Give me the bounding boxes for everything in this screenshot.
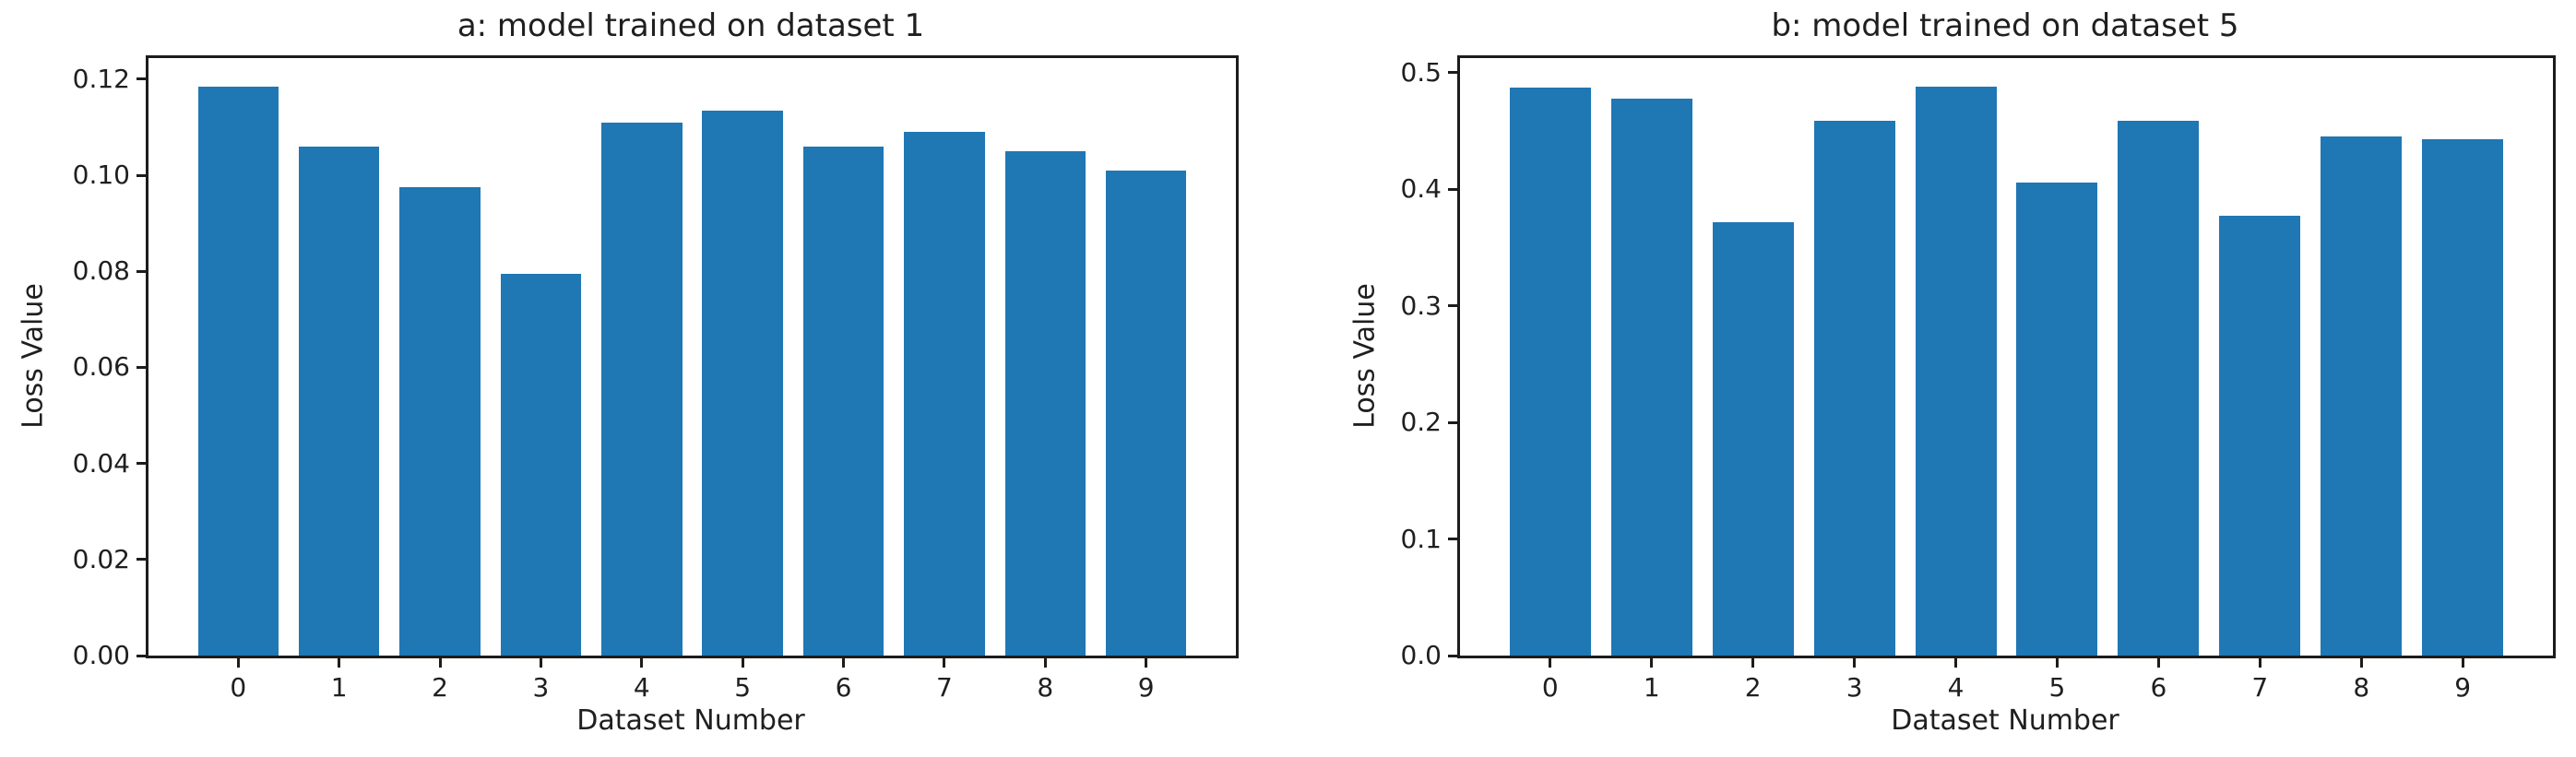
x-tick-label: 1 xyxy=(330,672,348,703)
x-tick-label: 0 xyxy=(1541,672,1559,703)
x-tick-mark xyxy=(2359,658,2363,668)
y-tick-label: 0.12 xyxy=(72,63,130,94)
bar-9 xyxy=(2422,138,2504,656)
x-tick-mark xyxy=(943,658,946,668)
y-tick-label: 0.5 xyxy=(1400,56,1442,88)
x-tick-label: 2 xyxy=(1744,672,1762,703)
chart-a-x-axis-label: Dataset Number xyxy=(576,704,805,737)
chart-a-y-axis-label: Loss Value xyxy=(17,283,50,429)
x-tick-mark xyxy=(842,658,846,668)
x-tick-mark xyxy=(2461,658,2464,668)
bar-6 xyxy=(2118,120,2200,656)
y-tick-label: 0.02 xyxy=(72,543,130,574)
bar-4 xyxy=(601,122,683,656)
y-tick-mark xyxy=(137,77,146,81)
bar-2 xyxy=(1712,221,1794,656)
y-tick-label: 0.06 xyxy=(72,351,130,383)
x-tick-label: 0 xyxy=(230,672,247,703)
y-tick-label: 0.08 xyxy=(72,255,130,287)
x-tick-mark xyxy=(1853,658,1857,668)
bar-5 xyxy=(702,110,783,656)
chart-b-x-axis-label: Dataset Number xyxy=(1891,704,2119,737)
x-tick-label: 6 xyxy=(2150,672,2167,703)
x-tick-mark xyxy=(1145,658,1148,668)
y-tick-mark xyxy=(1448,187,1457,191)
y-tick-mark xyxy=(1448,538,1457,541)
bar-1 xyxy=(1610,98,1692,656)
x-tick-mark xyxy=(438,658,442,668)
x-tick-mark xyxy=(236,658,240,668)
bar-3 xyxy=(1813,120,1895,656)
bar-9 xyxy=(1105,170,1187,656)
bar-7 xyxy=(904,132,985,656)
bar-7 xyxy=(2219,216,2301,656)
chart-b-title: b: model trained on dataset 5 xyxy=(1771,7,2239,44)
bar-2 xyxy=(399,187,481,656)
x-tick-mark xyxy=(2055,658,2059,668)
x-tick-mark xyxy=(1650,658,1654,668)
y-tick-mark xyxy=(137,173,146,177)
x-tick-mark xyxy=(2156,658,2160,668)
y-tick-label: 0.3 xyxy=(1400,290,1442,321)
chart-a-plot-area: 0 1 2 3 4 5 6 7 8 9 0.00 0.02 0.04 0.06 0.08 0.10 0.12 xyxy=(73,55,1239,703)
x-tick-mark xyxy=(741,658,744,668)
y-tick-mark xyxy=(1448,420,1457,424)
x-tick-label: 6 xyxy=(835,672,852,703)
y-tick-mark xyxy=(1448,304,1457,308)
y-tick-label: 0.1 xyxy=(1400,523,1442,554)
x-tick-label: 4 xyxy=(633,672,650,703)
y-tick-label: 0.2 xyxy=(1400,407,1442,438)
x-tick-mark xyxy=(1954,658,1958,668)
chart-a-title: a: model trained on dataset 1 xyxy=(457,7,925,44)
x-tick-mark xyxy=(338,658,341,668)
x-tick-mark xyxy=(539,658,542,668)
bar-0 xyxy=(1509,88,1591,656)
y-tick-label: 0.00 xyxy=(72,640,130,670)
x-tick-label: 9 xyxy=(1137,672,1155,703)
x-tick-label: 7 xyxy=(2251,672,2269,703)
y-tick-mark xyxy=(137,654,146,657)
x-tick-label: 2 xyxy=(432,672,448,703)
x-tick-label: 3 xyxy=(532,672,550,703)
x-tick-label: 1 xyxy=(1643,672,1660,703)
chart-b-y-axis-label: Loss Value xyxy=(1348,283,1382,429)
x-tick-mark xyxy=(1043,658,1047,668)
y-tick-label: 0.0 xyxy=(1400,640,1442,670)
y-tick-mark xyxy=(137,462,146,466)
x-tick-label: 3 xyxy=(1846,672,1863,703)
x-tick-label: 5 xyxy=(734,672,752,703)
y-tick-mark xyxy=(137,269,146,273)
x-tick-mark xyxy=(2258,658,2261,668)
x-tick-mark xyxy=(1751,658,1755,668)
y-tick-mark xyxy=(137,365,146,369)
bar-6 xyxy=(802,146,884,656)
y-tick-mark xyxy=(1448,654,1457,657)
y-tick-mark xyxy=(137,558,146,562)
x-tick-label: 7 xyxy=(936,672,953,703)
bar-4 xyxy=(1915,86,1997,656)
bar-8 xyxy=(2321,136,2403,656)
x-tick-label: 8 xyxy=(1037,672,1054,703)
bar-5 xyxy=(2016,182,2098,656)
y-tick-mark xyxy=(1448,71,1457,75)
x-tick-label: 8 xyxy=(2353,672,2370,703)
x-tick-label: 5 xyxy=(2048,672,2066,703)
bar-8 xyxy=(1004,151,1086,656)
bar-1 xyxy=(298,146,380,656)
y-tick-label: 0.4 xyxy=(1400,173,1442,205)
y-tick-label: 0.04 xyxy=(72,447,130,479)
x-tick-mark xyxy=(1549,658,1552,668)
bar-3 xyxy=(500,273,582,656)
x-tick-mark xyxy=(640,658,644,668)
y-tick-label: 0.10 xyxy=(72,160,130,191)
x-tick-label: 9 xyxy=(2454,672,2472,703)
bar-0 xyxy=(197,86,279,656)
x-tick-label: 4 xyxy=(1947,672,1965,703)
chart-b-plot-area: 0 1 2 3 4 5 6 7 8 9 0.0 0.1 0.2 0.3 0.4 0.5 xyxy=(1400,55,2556,703)
